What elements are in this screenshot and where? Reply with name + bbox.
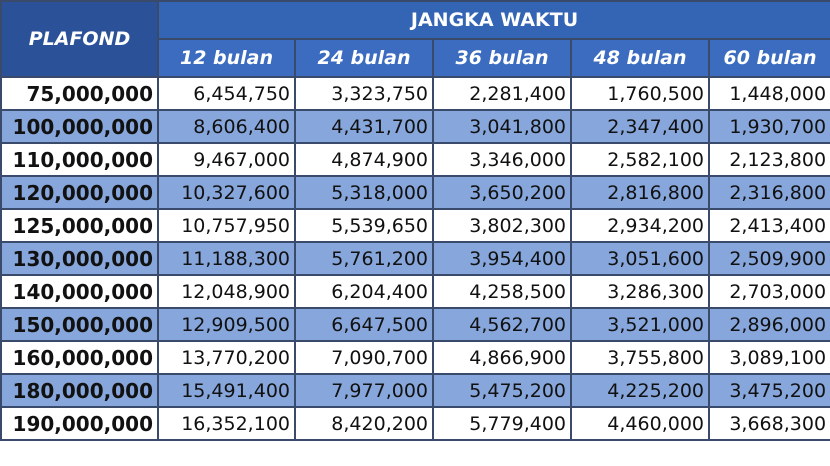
- installment-cell: 3,286,300: [570, 274, 710, 309]
- installment-cell: 8,606,400: [157, 109, 296, 144]
- installment-cell: 15,491,400: [157, 373, 296, 408]
- installment-cell: 3,089,100: [707, 340, 830, 375]
- installment-cell: 5,475,200: [432, 373, 572, 408]
- plafond-cell: 130,000,000: [0, 241, 159, 276]
- column-header: 24 bulan: [294, 38, 434, 78]
- installment-cell: 8,420,200: [294, 406, 434, 441]
- installment-cell: 3,323,750: [294, 76, 434, 111]
- column-header: 36 bulan: [432, 38, 572, 78]
- plafond-cell: 125,000,000: [0, 208, 159, 243]
- installment-cell: 4,874,900: [294, 142, 434, 177]
- column-header: 48 bulan: [570, 38, 710, 78]
- installment-cell: 10,757,950: [157, 208, 296, 243]
- installment-cell: 5,779,400: [432, 406, 572, 441]
- installment-cell: 5,761,200: [294, 241, 434, 276]
- installment-cell: 3,475,200: [707, 373, 830, 408]
- table-row: 180,000,000 15,491,400 7,977,000 5,475,200 4…: [0, 373, 830, 408]
- installment-cell: 2,281,400: [432, 76, 572, 111]
- installment-cell: 4,460,000: [570, 406, 710, 441]
- plafond-cell: 110,000,000: [0, 142, 159, 177]
- table-row: 125,000,000 10,757,950 5,539,650 3,802,300 2…: [0, 208, 830, 243]
- plafond-cell: 180,000,000: [0, 373, 159, 408]
- installment-cell: 2,123,800: [707, 142, 830, 177]
- plafond-cell: 75,000,000: [0, 76, 159, 111]
- installment-cell: 9,467,000: [157, 142, 296, 177]
- installment-cell: 2,703,000: [707, 274, 830, 309]
- plafond-cell: 120,000,000: [0, 175, 159, 210]
- installment-cell: 2,582,100: [570, 142, 710, 177]
- installment-cell: 3,346,000: [432, 142, 572, 177]
- installment-cell: 2,347,400: [570, 109, 710, 144]
- installment-cell: 2,413,400: [707, 208, 830, 243]
- column-header: 60 bulan: [707, 38, 830, 78]
- installment-cell: 1,760,500: [570, 76, 710, 111]
- installment-cell: 3,051,600: [570, 241, 710, 276]
- installment-cell: 1,930,700: [707, 109, 830, 144]
- installment-cell: 3,650,200: [432, 175, 572, 210]
- installment-cell: 6,647,500: [294, 307, 434, 342]
- plafond-cell: 140,000,000: [0, 274, 159, 309]
- installment-cell: 2,896,000: [707, 307, 830, 342]
- installment-cell: 3,668,300: [707, 406, 830, 441]
- installment-cell: 1,448,000: [707, 76, 830, 111]
- table-row: 190,000,000 16,352,100 8,420,200 5,779,400 4…: [0, 406, 830, 441]
- loan-table: PLAFOND JANGKA WAKTU 12 bulan 24 bulan 36 …: [0, 0, 830, 441]
- installment-cell: 3,521,000: [570, 307, 710, 342]
- plafond-cell: 100,000,000: [0, 109, 159, 144]
- table-row: 140,000,000 12,048,900 6,204,400 4,258,500 3…: [0, 274, 830, 309]
- column-header: 12 bulan: [157, 38, 296, 78]
- installment-cell: 4,258,500: [432, 274, 572, 309]
- table-row: 110,000,000 9,467,000 4,874,900 3,346,000 2,…: [0, 142, 830, 177]
- table-row: 75,000,000 6,454,750 3,323,750 2,281,400 1,7…: [0, 76, 830, 111]
- installment-cell: 2,316,800: [707, 175, 830, 210]
- table-row: 150,000,000 12,909,500 6,647,500 4,562,700 3…: [0, 307, 830, 342]
- group-header: JANGKA WAKTU: [156, 0, 830, 40]
- installment-cell: 13,770,200: [157, 340, 296, 375]
- plafond-header: PLAFOND: [0, 0, 159, 78]
- installment-cell: 16,352,100: [157, 406, 296, 441]
- plafond-cell: 160,000,000: [0, 340, 159, 375]
- installment-cell: 10,327,600: [157, 175, 296, 210]
- installment-cell: 5,318,000: [294, 175, 434, 210]
- installment-cell: 5,539,650: [294, 208, 434, 243]
- plafond-cell: 150,000,000: [0, 307, 159, 342]
- installment-cell: 6,454,750: [157, 76, 296, 111]
- installment-cell: 12,048,900: [157, 274, 296, 309]
- table-row: 160,000,000 13,770,200 7,090,700 4,866,900 3…: [0, 340, 830, 375]
- table-row: 120,000,000 10,327,600 5,318,000 3,650,200 2…: [0, 175, 830, 210]
- installment-cell: 2,509,900: [707, 241, 830, 276]
- installment-cell: 12,909,500: [157, 307, 296, 342]
- installment-cell: 3,954,400: [432, 241, 572, 276]
- installment-cell: 3,041,800: [432, 109, 572, 144]
- installment-cell: 2,816,800: [570, 175, 710, 210]
- installment-cell: 3,755,800: [570, 340, 710, 375]
- installment-cell: 4,562,700: [432, 307, 572, 342]
- installment-cell: 4,431,700: [294, 109, 434, 144]
- plafond-cell: 190,000,000: [0, 406, 159, 441]
- table-row: 100,000,000 8,606,400 4,431,700 3,041,800 2,…: [0, 109, 830, 144]
- installment-cell: 4,225,200: [570, 373, 710, 408]
- installment-cell: 11,188,300: [157, 241, 296, 276]
- installment-cell: 2,934,200: [570, 208, 710, 243]
- table-row: 130,000,000 11,188,300 5,761,200 3,954,400 3…: [0, 241, 830, 276]
- installment-cell: 7,977,000: [294, 373, 434, 408]
- installment-cell: 4,866,900: [432, 340, 572, 375]
- installment-cell: 6,204,400: [294, 274, 434, 309]
- installment-cell: 3,802,300: [432, 208, 572, 243]
- installment-cell: 7,090,700: [294, 340, 434, 375]
